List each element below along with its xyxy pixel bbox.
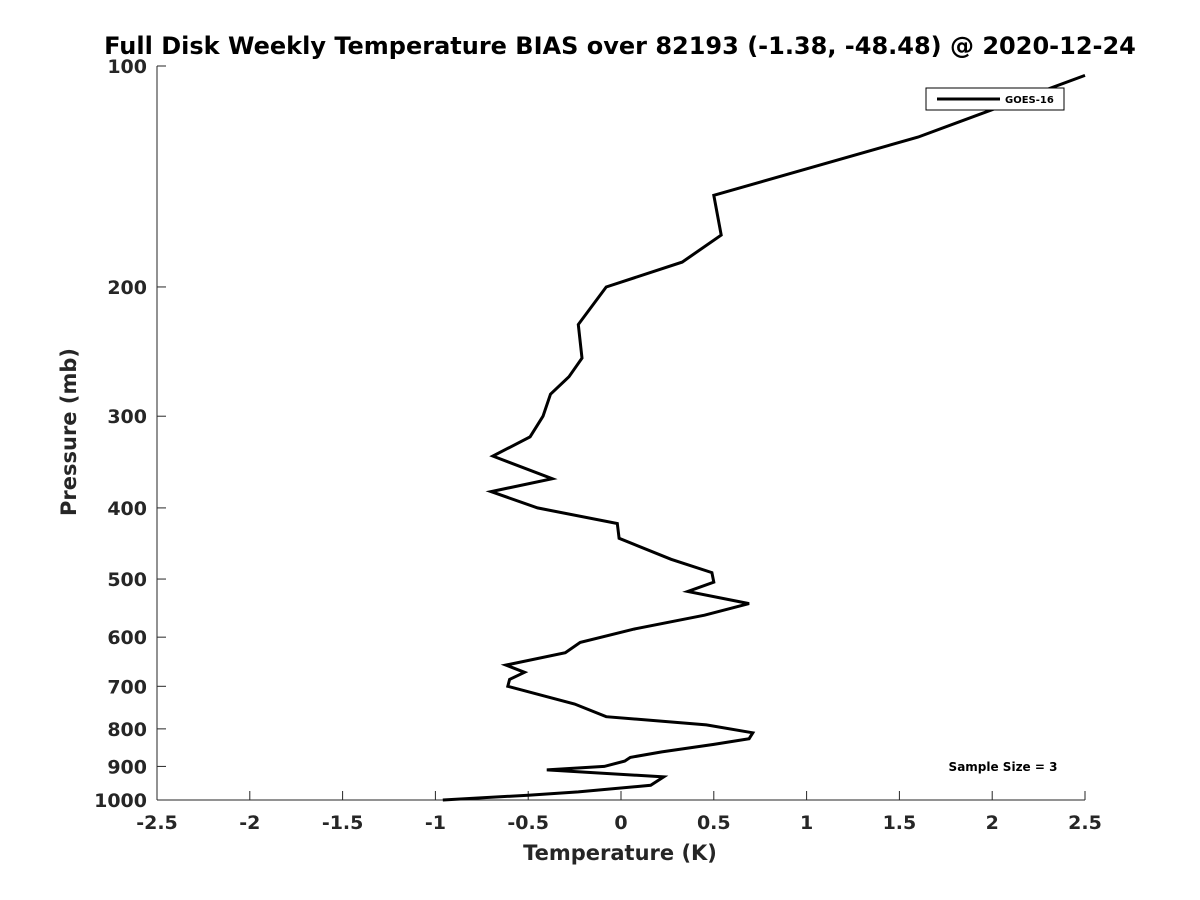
x-axis-ticks: -2.5 -2 -1.5 -1 -0.5 0 0.5 1 1.5 2 2.5 <box>136 791 1102 834</box>
y-tick-label: 800 <box>107 719 147 741</box>
y-tick-label: 300 <box>107 406 147 428</box>
chart-title: Full Disk Weekly Temperature BIAS over 8… <box>104 32 1136 60</box>
x-tick-label: 1 <box>800 812 813 834</box>
y-tick-label: 100 <box>107 56 147 78</box>
y-tick-label: 500 <box>107 569 147 591</box>
x-tick-label: 2.5 <box>1068 812 1102 834</box>
x-tick-label: 0 <box>614 812 627 834</box>
sample-size-annotation: Sample Size = 3 <box>949 760 1058 774</box>
x-tick-label: 1.5 <box>883 812 917 834</box>
x-tick-label: 2 <box>986 812 999 834</box>
x-tick-label: -1 <box>425 812 446 834</box>
x-tick-label: 0.5 <box>697 812 731 834</box>
x-tick-label: -0.5 <box>507 812 549 834</box>
y-tick-label: 600 <box>107 627 147 649</box>
y-tick-label: 200 <box>107 277 147 299</box>
legend-label-goes-16: GOES-16 <box>1005 95 1054 106</box>
series-line-goes-16 <box>442 73 1086 802</box>
y-tick-label: 1000 <box>94 790 147 812</box>
legend: GOES-16 <box>925 87 1065 111</box>
series-layer <box>442 73 1086 802</box>
y-tick-label: 400 <box>107 498 147 520</box>
y-tick-label: 900 <box>107 756 147 778</box>
y-axis-label: Pressure (mb) <box>57 348 81 516</box>
x-tick-label: -2.5 <box>136 812 178 834</box>
y-tick-label: 700 <box>107 676 147 698</box>
x-axis-label: Temperature (K) <box>523 841 717 865</box>
x-tick-label: -1.5 <box>322 812 364 834</box>
y-axis-ticks: 100 200 300 400 500 600 700 800 900 1000 <box>94 56 166 812</box>
x-tick-label: -2 <box>239 812 260 834</box>
